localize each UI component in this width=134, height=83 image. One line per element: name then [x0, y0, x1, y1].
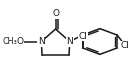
Text: O: O: [17, 37, 24, 46]
Text: N: N: [66, 37, 73, 46]
Text: O: O: [52, 9, 59, 18]
Text: N: N: [38, 37, 45, 46]
Text: Cl: Cl: [78, 32, 87, 41]
Text: CH₃: CH₃: [2, 37, 17, 46]
Text: Cl: Cl: [120, 41, 129, 50]
